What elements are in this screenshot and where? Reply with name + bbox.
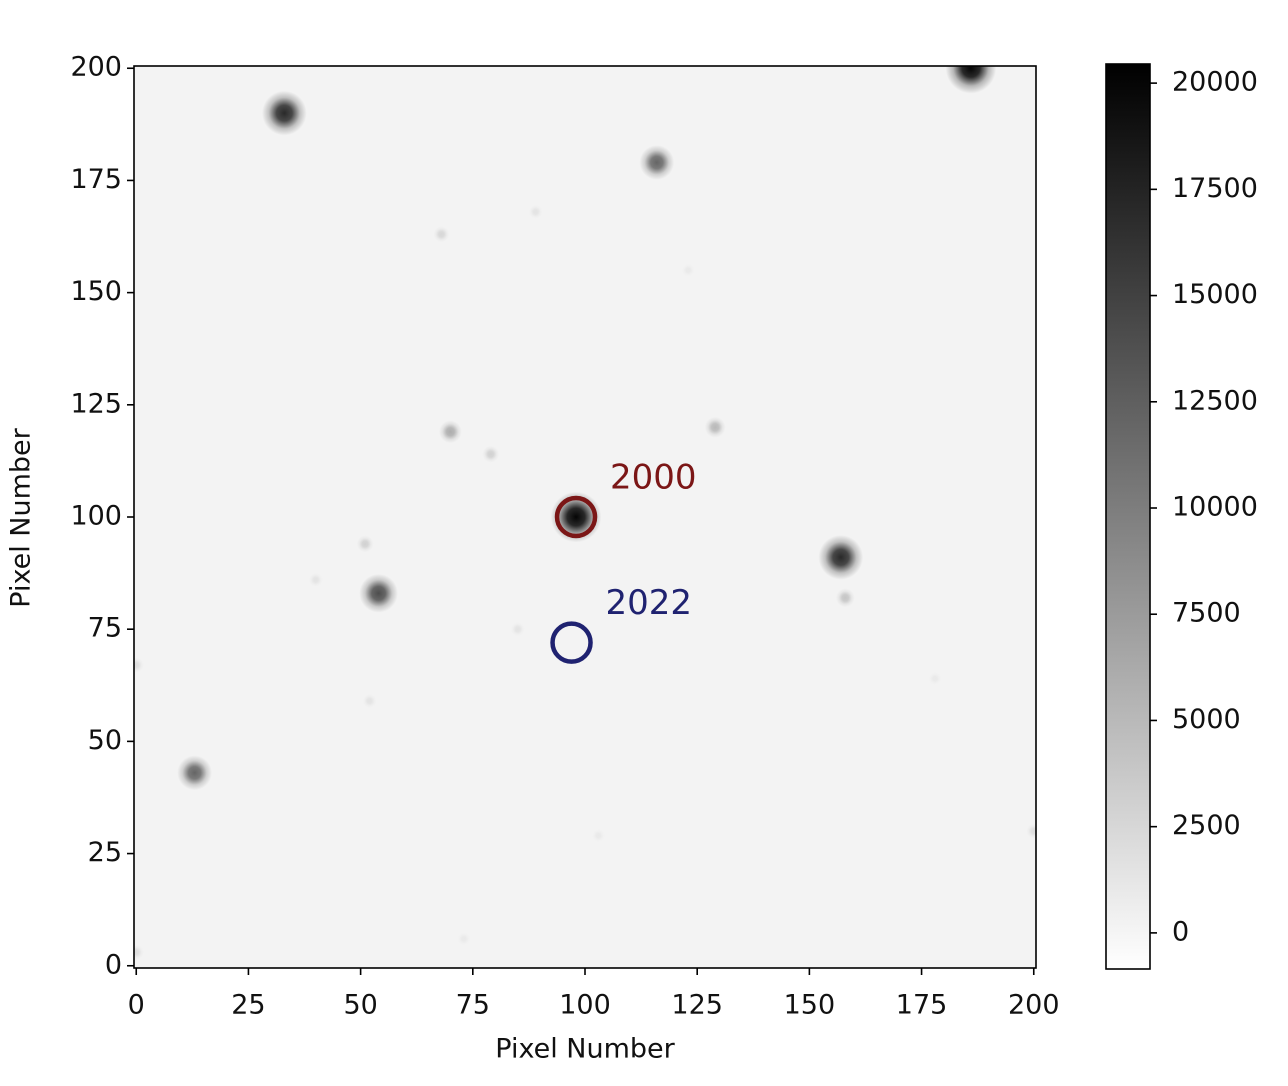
colorbar-tick-label: 2500 — [1172, 810, 1241, 841]
y-tick-label: 200 — [70, 52, 122, 83]
colorbar-tick-label: 5000 — [1172, 704, 1241, 735]
x-tick-label: 150 — [784, 990, 836, 1021]
star — [835, 588, 855, 608]
colorbar-tick-label: 10000 — [1172, 492, 1258, 523]
star — [261, 90, 307, 136]
y-tick-label: 25 — [88, 837, 122, 868]
star — [308, 572, 323, 587]
star — [704, 416, 726, 438]
colorbar-tick-label: 12500 — [1172, 385, 1258, 416]
colorbar-tick-label: 20000 — [1172, 67, 1258, 98]
star — [433, 226, 450, 243]
star — [818, 535, 864, 580]
x-tick-label: 0 — [128, 990, 145, 1021]
y-tick-label: 50 — [88, 725, 122, 756]
star — [362, 694, 377, 708]
colorbar-tick-label: 15000 — [1172, 279, 1258, 310]
star — [528, 204, 543, 219]
star — [510, 622, 525, 637]
star — [356, 535, 374, 553]
x-tick-label: 100 — [559, 990, 611, 1021]
star — [134, 944, 144, 960]
x-tick-label: 75 — [456, 990, 490, 1021]
colorbar-tick-label: 17500 — [1172, 173, 1258, 204]
y-axis-label: Pixel Number — [6, 427, 37, 607]
star — [928, 672, 942, 685]
star — [1026, 823, 1036, 839]
star — [134, 657, 144, 673]
y-tick-label: 0 — [105, 949, 122, 980]
colorbar-tick-label: 0 — [1172, 916, 1189, 947]
star — [681, 263, 695, 277]
star — [457, 932, 471, 946]
x-axis-label: Pixel Number — [495, 1034, 675, 1065]
star — [592, 829, 605, 842]
y-tick-label: 100 — [70, 501, 122, 532]
star — [639, 145, 675, 180]
marker-label: 2022 — [606, 583, 693, 623]
y-tick-label: 125 — [70, 388, 122, 419]
colorbar — [1105, 63, 1151, 970]
y-tick-label: 75 — [88, 613, 122, 644]
y-tick-label: 150 — [70, 276, 122, 307]
x-tick-label: 125 — [671, 990, 723, 1021]
image — [134, 66, 1036, 960]
star — [177, 755, 212, 791]
star — [359, 573, 398, 613]
star — [439, 420, 462, 444]
x-tick-label: 50 — [343, 990, 377, 1021]
marker-label: 2000 — [610, 458, 697, 498]
x-tick-label: 25 — [231, 990, 265, 1021]
star — [482, 445, 500, 463]
marker-circle — [550, 621, 593, 664]
x-tick-label: 175 — [896, 990, 948, 1021]
x-tick-label: 200 — [1008, 990, 1060, 1021]
y-tick-label: 175 — [70, 164, 122, 195]
colorbar-tick-label: 7500 — [1172, 598, 1241, 629]
marker-circle — [554, 495, 598, 539]
star — [945, 66, 997, 94]
